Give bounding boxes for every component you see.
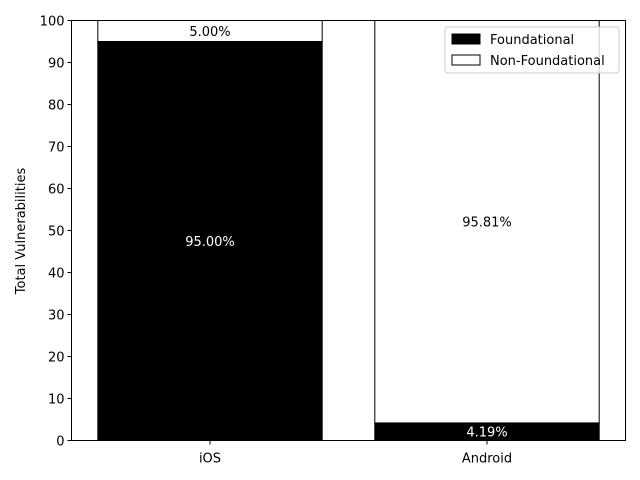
- legend: Foundational Non-Foundational: [444, 26, 620, 74]
- y-tick-label: 30: [48, 309, 65, 324]
- y-tick-label: 100: [40, 15, 65, 30]
- legend-swatch: [451, 33, 481, 45]
- y-tick-label: 10: [48, 393, 65, 408]
- bar-non-foundational-android: [374, 20, 600, 424]
- legend-swatch: [451, 54, 481, 66]
- x-axis: iOS Android: [199, 440, 512, 467]
- bar-labels-layer: 95.00% 5.00% 4.19% 95.81%: [185, 25, 512, 441]
- bar-value-label: 4.19%: [466, 426, 507, 441]
- bar-foundational-ios: [97, 41, 323, 441]
- legend-label: Foundational: [490, 33, 574, 48]
- y-tick-label: 20: [48, 351, 65, 366]
- y-tick-label: 50: [48, 225, 65, 240]
- bar-value-label: 95.00%: [185, 235, 235, 250]
- bar-value-label: 95.81%: [462, 216, 512, 231]
- y-tick-label: 80: [48, 99, 65, 114]
- y-tick-label: 40: [48, 267, 65, 282]
- x-tick-label: iOS: [199, 452, 221, 467]
- legend-label: Non-Foundational: [490, 54, 605, 69]
- y-tick-label: 0: [56, 435, 64, 450]
- bars-layer: [97, 20, 600, 442]
- y-tick-label: 70: [48, 141, 65, 156]
- y-tick-label: 60: [48, 183, 65, 198]
- y-axis: 0 10 20 30 40 50 60 70 80 90 100: [40, 15, 72, 450]
- x-tick-label: Android: [462, 452, 512, 467]
- bar-value-label: 5.00%: [189, 25, 230, 40]
- y-axis-title: Total Vulnerabilities: [14, 168, 29, 296]
- legend-box: [444, 26, 620, 74]
- y-tick-label: 90: [48, 57, 65, 72]
